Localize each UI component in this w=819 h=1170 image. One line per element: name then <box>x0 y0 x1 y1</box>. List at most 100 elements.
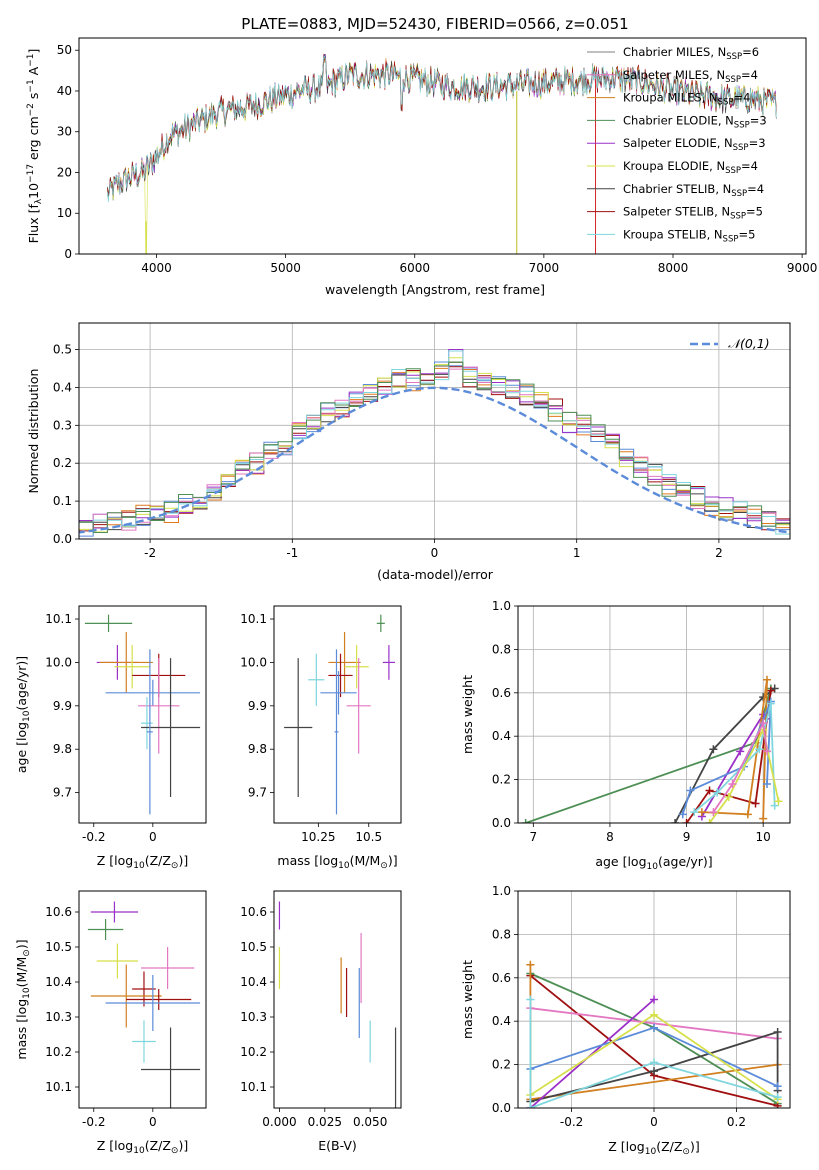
plus-marker <box>690 808 699 817</box>
y-tick-label: 10.2 <box>45 1045 72 1059</box>
weight-line <box>525 688 772 823</box>
histogram-step <box>79 361 790 536</box>
legend-label: Kroupa MILES, NSSP=4 <box>623 91 750 108</box>
x-tick-label: 8000 <box>658 261 689 275</box>
weight-line <box>529 998 655 1108</box>
legend-label: Salpeter ELODIE, NSSP=3 <box>623 136 766 153</box>
x-axis-label: Z [log10(Z/Z⊙)] <box>97 1138 188 1156</box>
weight-line <box>708 727 780 823</box>
axes-frame <box>78 37 807 255</box>
x-tick-label: 7000 <box>529 261 560 275</box>
y-tick-label: 1.0 <box>492 599 511 613</box>
x-tick-label: -1 <box>286 546 298 560</box>
y-tick-label: 10.5 <box>240 940 267 954</box>
legend-label: Chabrier STELIB, NSSP=4 <box>623 182 764 199</box>
legend-label: Chabrier MILES, NSSP=6 <box>623 45 759 62</box>
x-tick-label: 0.000 <box>262 1115 296 1129</box>
plus-marker <box>686 786 695 795</box>
x-tick-label: -0.2 <box>560 1115 583 1129</box>
y-tick-label: 9.8 <box>53 742 72 756</box>
plus-marker <box>650 1023 658 1032</box>
legend-label: Chabrier ELODIE, NSSP=3 <box>623 113 767 130</box>
plus-marker <box>521 819 530 823</box>
x-tick-label: 1 <box>573 546 581 560</box>
x-axis-label: E(B-V) <box>318 1138 357 1153</box>
x-axis-label: Z [log10(Z/Z⊙)] <box>608 1139 699 1157</box>
plus-marker <box>766 686 775 695</box>
y-axis-label: mass weight <box>460 960 475 1039</box>
y-tick-label: 20 <box>57 165 72 179</box>
x-tick-label: 4000 <box>141 261 172 275</box>
weight-line <box>674 687 776 823</box>
plus-marker <box>773 1082 782 1091</box>
plus-marker <box>724 792 733 801</box>
y-axis-label: Flux [fλ10−17 erg cm−2 s−1 A−1] <box>26 49 44 244</box>
weight-line <box>529 999 778 1108</box>
y-tick-label: 30 <box>57 125 72 139</box>
plus-marker <box>526 1104 535 1108</box>
x-tick-label: 0.2 <box>727 1115 746 1129</box>
y-axis-label: mass [log10(M/M⊙)] <box>14 939 32 1059</box>
axes-frame <box>78 890 207 1109</box>
plot-area-age-weight <box>521 675 783 823</box>
x-tick-label: 10 <box>756 830 771 844</box>
plus-marker <box>678 810 687 819</box>
plus-marker <box>736 747 745 756</box>
plus-marker <box>766 699 775 708</box>
y-tick-label: 10.5 <box>45 940 72 954</box>
x-tick-label: 8 <box>606 830 614 844</box>
plus-marker <box>526 995 535 1004</box>
panel-z-mass: -0.2 0 10.1 10.2 10.3 10.4 10.5 10.6 Z [log10(Z/… <box>14 890 207 1156</box>
chart-title: PLATE=0883, MJD=52430, FIBERID=0566, z=0… <box>241 15 628 33</box>
y-tick-label: 10.1 <box>240 612 267 626</box>
y-tick-label: 10.2 <box>240 1045 267 1059</box>
legend-label: Salpeter MILES, NSSP=4 <box>623 68 758 85</box>
y-axis-label: mass weight <box>460 675 475 754</box>
x-axis-label: wavelength [Angstrom, rest frame] <box>325 282 545 297</box>
normal-curve <box>79 386 790 534</box>
x-tick-label: 0.025 <box>308 1115 342 1129</box>
y-tick-label: 0 <box>64 247 72 261</box>
x-tick-label: 10.5 <box>355 830 382 844</box>
y-tick-label: 0.6 <box>492 686 511 700</box>
x-tick-label: -0.2 <box>82 1115 105 1129</box>
x-axis-label: (data-model)/error <box>377 567 494 582</box>
y-tick-label: 10.0 <box>240 655 267 669</box>
x-tick-label: -2 <box>144 546 156 560</box>
legend: Chabrier MILES, NSSP=6 Salpeter MILES, NS… <box>587 45 767 244</box>
y-tick-label: 10.1 <box>45 1080 72 1094</box>
x-axis-label: mass [log10(M/M⊙)] <box>277 853 397 871</box>
plus-marker <box>713 788 722 797</box>
y-tick-label: 0.2 <box>492 1058 511 1072</box>
legend-label: Salpeter STELIB, NSSP=5 <box>623 205 763 222</box>
x-tick-label: 7 <box>530 830 538 844</box>
axes-frame <box>273 890 402 1109</box>
y-tick-label: 10.6 <box>45 905 72 919</box>
y-tick-label: 10.0 <box>45 655 72 669</box>
y-tick-label: 1.0 <box>492 884 511 898</box>
plus-marker <box>728 779 737 788</box>
plus-marker <box>755 745 764 754</box>
y-tick-label: 0.3 <box>53 418 72 432</box>
y-tick-label: 0.0 <box>53 532 72 546</box>
panel-z-weight: -0.2 0 0.2 0.0 0.2 0.4 0.6 0.8 1.0 Z [log10(Z/Z⊙)… <box>460 884 791 1157</box>
y-axis-label: age [log10(age/yr)] <box>14 656 32 773</box>
y-tick-label: 0.4 <box>492 1014 511 1028</box>
plus-marker <box>526 960 535 969</box>
panel-residuals: -2 -1 0 1 2 0.0 0.1 0.2 0.3 0.4 0.5 (data-model)/er… <box>26 322 791 582</box>
plus-marker <box>705 819 714 823</box>
plot-area-spectrum <box>107 53 777 254</box>
plus-marker <box>682 819 691 823</box>
plus-marker <box>671 819 680 823</box>
x-tick-label: 6000 <box>399 261 430 275</box>
plus-marker <box>650 1067 658 1076</box>
weight-line <box>530 1030 779 1103</box>
panel-mass-age: 10.25 10.5 9.7 9.8 9.9 10.0 10.1 mass [log10(M/… <box>240 605 402 871</box>
y-tick-label: 10 <box>57 206 72 220</box>
x-tick-label: 0 <box>149 1115 157 1129</box>
plus-marker <box>709 745 718 754</box>
plot-area-residuals <box>79 349 790 538</box>
y-tick-label: 10.6 <box>240 905 267 919</box>
y-tick-label: 9.9 <box>248 699 267 713</box>
